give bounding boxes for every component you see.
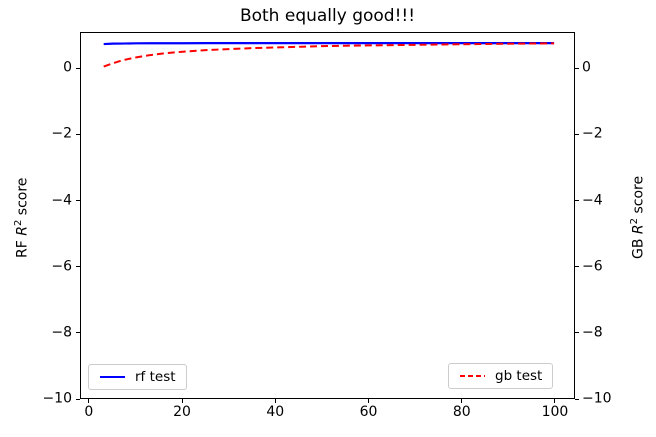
x-tick-mark [368, 399, 370, 403]
legend-label-gb-test: gb test [495, 368, 543, 384]
y-tick-mark-right [575, 332, 579, 334]
x-tick-label: 100 [541, 404, 569, 420]
y-tick-label-right: −10 [582, 390, 612, 407]
y-tick-label-left: −8 [51, 324, 72, 341]
x-tick-label: 20 [173, 404, 191, 420]
y-tick-mark-right [575, 133, 579, 135]
x-tick-label: 60 [359, 404, 378, 420]
y-tick-label-right: −2 [582, 125, 603, 142]
y-tick-mark-right [575, 266, 579, 268]
ylabel-right-superscript: 2 [629, 217, 640, 225]
y-tick-label-right: 0 [582, 59, 591, 76]
ylabel-left-pre: RF [14, 235, 31, 258]
y-tick-mark-right [575, 398, 579, 400]
chart-title: Both equally good!!! [239, 6, 416, 26]
ylabel-left-variable: R [14, 226, 31, 236]
x-tick-mark [461, 399, 463, 403]
x-tick-mark [274, 399, 276, 403]
y-tick-label-left: 0 [63, 59, 72, 76]
x-tick-label: 40 [266, 404, 285, 420]
ylabel-left-post: score [14, 177, 31, 220]
x-tick-mark [181, 399, 183, 403]
ylabel-right-variable: R [630, 224, 647, 235]
y-tick-label-left: −6 [51, 258, 72, 275]
legend-label-rf-test: rf test [135, 369, 176, 385]
line-rf-test [103, 42, 555, 46]
y-tick-label-right: −6 [582, 258, 603, 275]
gb-test-line-sample-icon [459, 373, 486, 379]
x-tick-mark [88, 399, 90, 403]
y-tick-label-right: −4 [582, 192, 603, 209]
y-axis-label-right: GB R2 score [629, 176, 647, 259]
plot-area [80, 32, 575, 399]
x-tick-label: 80 [452, 404, 471, 420]
y-tick-mark-right [575, 67, 579, 69]
y-axis-label-left: RF R2 score [13, 178, 31, 258]
ylabel-right-post: score [630, 175, 647, 218]
y-tick-label-left: −4 [51, 192, 72, 209]
y-tick-mark-right [575, 200, 579, 202]
legend-gb-test: gb test [448, 363, 554, 389]
y-tick-label-left: −2 [51, 125, 72, 142]
line-gb-test [103, 42, 555, 68]
rf-test-line-sample-icon [99, 374, 126, 380]
legend-rf-test: rf test [88, 364, 187, 390]
y-tick-label-left: −10 [42, 390, 72, 407]
x-tick-mark [554, 399, 556, 403]
ylabel-right-pre: GB [630, 234, 647, 259]
x-tick-label: 0 [84, 404, 94, 420]
y-tick-label-right: −8 [582, 324, 603, 341]
data-series-canvas [103, 42, 555, 68]
ylabel-left-superscript: 2 [13, 219, 24, 227]
